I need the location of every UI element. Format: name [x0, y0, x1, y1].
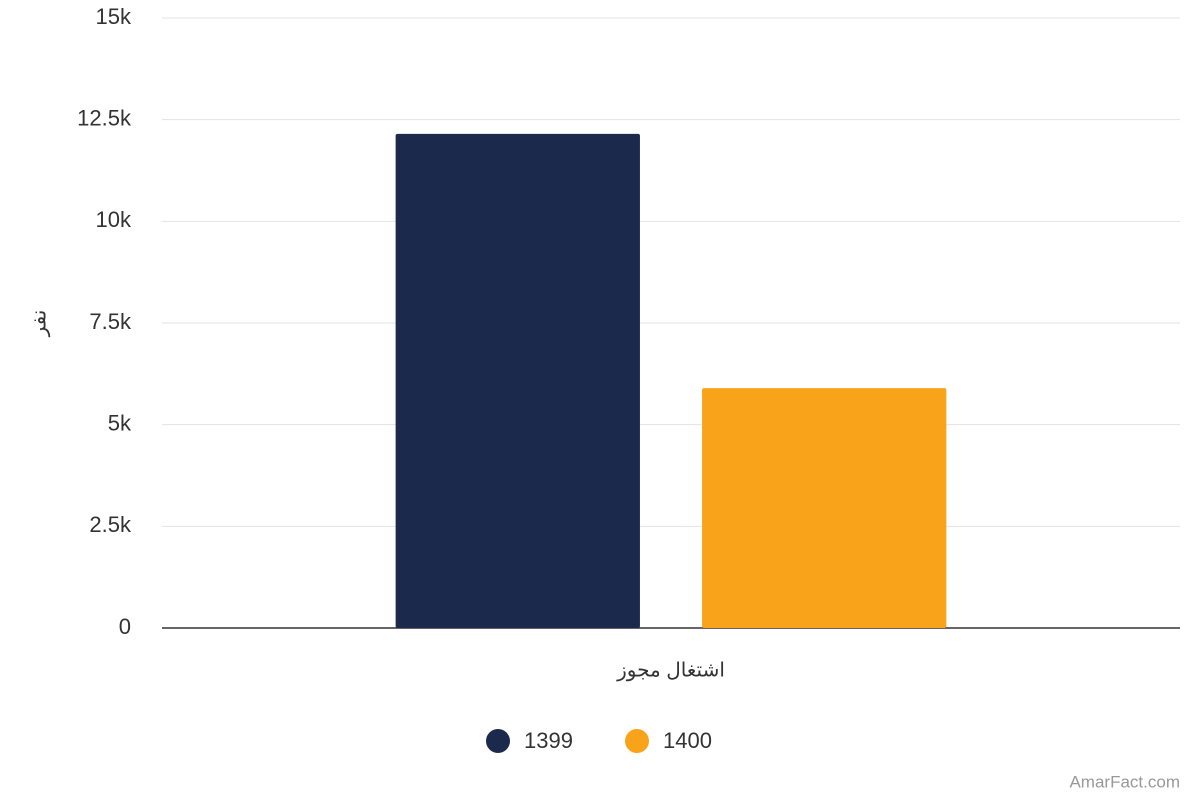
y-tick-label: 5k — [108, 410, 132, 435]
credit: AmarFact.com — [1069, 772, 1180, 791]
legend-marker — [625, 729, 649, 753]
y-tick-label: 2.5k — [89, 512, 132, 537]
y-tick-label: 10k — [96, 207, 132, 232]
y-tick-label: 7.5k — [89, 309, 132, 334]
y-axis-label: نفر — [28, 310, 50, 338]
legend-label: 1400 — [663, 728, 712, 753]
y-tick-label: 12.5k — [77, 105, 132, 130]
x-tick-label: اشتغال مجوز — [616, 659, 725, 681]
legend-marker — [486, 729, 510, 753]
bar — [395, 133, 640, 628]
y-tick-label: 0 — [119, 614, 131, 639]
bar — [702, 388, 947, 628]
y-tick-label: 15k — [96, 4, 132, 29]
legend-label: 1399 — [524, 728, 573, 753]
